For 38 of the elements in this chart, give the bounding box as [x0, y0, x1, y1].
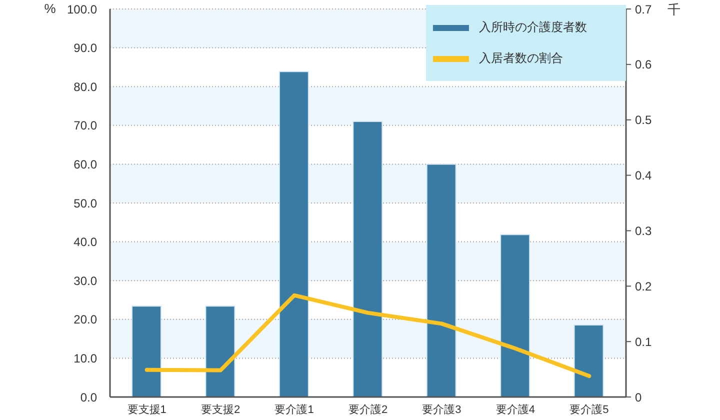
bar: [500, 234, 530, 397]
x-tick-label: 要介護2: [348, 402, 388, 416]
y2-tick-label: 0.3: [635, 224, 652, 238]
line-series: [144, 293, 592, 378]
y2-tick-label: 0.5: [635, 113, 652, 128]
y-tick-label: 50.0: [74, 196, 98, 210]
y-tick-label: 0.0: [80, 390, 98, 404]
x-tick-label: 要介護4: [496, 402, 535, 416]
x-tick-label: 要介護3: [422, 402, 462, 416]
y-tick-label: 10.0: [74, 351, 98, 366]
y-tick-label: 90.0: [74, 41, 98, 56]
y2-tick-label: 0.6: [635, 58, 652, 72]
y2-tick-label: 0.7: [635, 2, 652, 16]
legend-label: 入居者数の割合: [479, 50, 563, 67]
x-tick-label: 要支援1: [127, 402, 166, 416]
y-tick-label: 70.0: [74, 118, 98, 133]
y2-tick-label: 0: [635, 390, 642, 404]
x-tick-label: 要介護1: [274, 402, 314, 416]
y-tick-label: 60.0: [74, 157, 98, 172]
legend-label: 入所時の介護度者数: [479, 19, 587, 36]
y-tick-label: 80.0: [74, 80, 98, 94]
bar: [426, 164, 456, 397]
bar: [574, 324, 604, 397]
x-tick-label: 要支援2: [201, 402, 240, 416]
y-axis-title: %: [43, 1, 57, 16]
y-tick-label: 100.0: [66, 2, 98, 16]
bar: [278, 71, 309, 397]
x-tick-label: 要介護5: [570, 402, 609, 416]
y2-tick-label: 0.1: [635, 334, 652, 349]
y2-tick-label: 0.2: [635, 279, 652, 294]
y-tick-label: 30.0: [74, 274, 98, 288]
y2-tick-label: 0.4: [635, 168, 652, 183]
bar: [205, 306, 236, 397]
bar: [132, 306, 162, 397]
bar: [352, 121, 383, 397]
y-tick-label: 20.0: [74, 312, 98, 327]
y2-axis-title: 千: [666, 1, 682, 19]
y-tick-label: 40.0: [74, 235, 98, 250]
